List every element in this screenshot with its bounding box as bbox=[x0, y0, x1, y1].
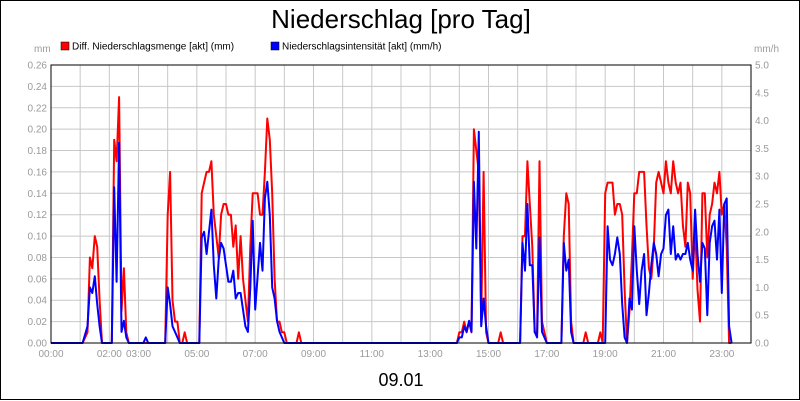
y-right-tick-label: 0.5 bbox=[755, 311, 769, 322]
y-right-tick-label: 2.0 bbox=[755, 227, 769, 238]
y-left-unit-label: mm bbox=[34, 44, 51, 55]
x-tick-label: 19:00 bbox=[593, 349, 618, 360]
x-tick-label: 07:00 bbox=[243, 349, 268, 360]
x-tick-label: 11:00 bbox=[360, 349, 385, 360]
y-left-tick-label: 0.16 bbox=[28, 167, 48, 178]
y-left-tick-label: 0.26 bbox=[28, 61, 48, 72]
x-tick-label: 03:00 bbox=[126, 349, 151, 360]
x-tick-label: 21:00 bbox=[651, 349, 676, 360]
x-tick-label: 00:00 bbox=[38, 349, 63, 360]
y-right-tick-label: 3.5 bbox=[755, 144, 769, 155]
y-left-tick-label: 0.22 bbox=[28, 103, 48, 114]
series-line-niederschlagsintensitaet bbox=[51, 130, 733, 344]
x-tick-label: 15:00 bbox=[476, 349, 501, 360]
legend-swatch-blue bbox=[270, 41, 280, 51]
series-layer bbox=[51, 96, 733, 344]
y-left-tick-label: 0.00 bbox=[28, 339, 48, 350]
x-tick-label: 13:00 bbox=[418, 349, 443, 360]
legend-label-series-0: Diff. Niederschlagsmenge [akt] (mm) bbox=[72, 42, 234, 53]
chart-title: Niederschlag [pro Tag] bbox=[271, 4, 531, 34]
y-right-tick-label: 4.0 bbox=[755, 116, 769, 127]
y-left-tick-label: 0.24 bbox=[28, 82, 48, 93]
x-tick-label: 05:00 bbox=[184, 349, 209, 360]
y-right-unit-label: mm/h bbox=[754, 44, 779, 55]
x-tick-label: 09:00 bbox=[301, 349, 326, 360]
y-right-tick-label: 4.5 bbox=[755, 88, 769, 99]
y-left-tick-label: 0.04 bbox=[28, 296, 48, 307]
y-right-tick-label: 1.0 bbox=[755, 283, 769, 294]
y-right-tick-label: 5.0 bbox=[755, 61, 769, 72]
x-tick-label: 02:00 bbox=[97, 349, 122, 360]
y-left-tick-label: 0.10 bbox=[28, 232, 48, 243]
y-right-tick-label: 2.5 bbox=[755, 200, 769, 211]
date-label: 09.01 bbox=[378, 370, 423, 390]
y-right-tick-label: 1.5 bbox=[755, 255, 769, 266]
y-right-tick-label: 3.0 bbox=[755, 172, 769, 183]
legend-swatch-red bbox=[60, 41, 70, 51]
y-left-tick-label: 0.14 bbox=[28, 189, 48, 200]
y-right-tick-label: 0.0 bbox=[755, 339, 769, 350]
y-left-tick-label: 0.12 bbox=[28, 210, 48, 221]
axis-ticks: 0.00 0.02 0.04 0.06 0.08 0.10 0.12 0.14 0.16 0.18… bbox=[28, 61, 770, 361]
y-left-tick-label: 0.06 bbox=[28, 274, 48, 285]
y-left-tick-label: 0.08 bbox=[28, 253, 48, 264]
y-left-tick-label: 0.20 bbox=[28, 125, 48, 136]
plot-area-border bbox=[50, 64, 752, 344]
y-left-tick-label: 0.02 bbox=[28, 317, 48, 328]
x-tick-label: 23:00 bbox=[709, 349, 734, 360]
x-tick-label: 17:00 bbox=[534, 349, 559, 360]
legend-label-series-1: Niederschlagsintensität [akt] (mm/h) bbox=[282, 42, 442, 53]
legend: Diff. Niederschlagsmenge [akt] (mm) Nied… bbox=[60, 41, 442, 53]
y-left-tick-label: 0.18 bbox=[28, 146, 48, 157]
